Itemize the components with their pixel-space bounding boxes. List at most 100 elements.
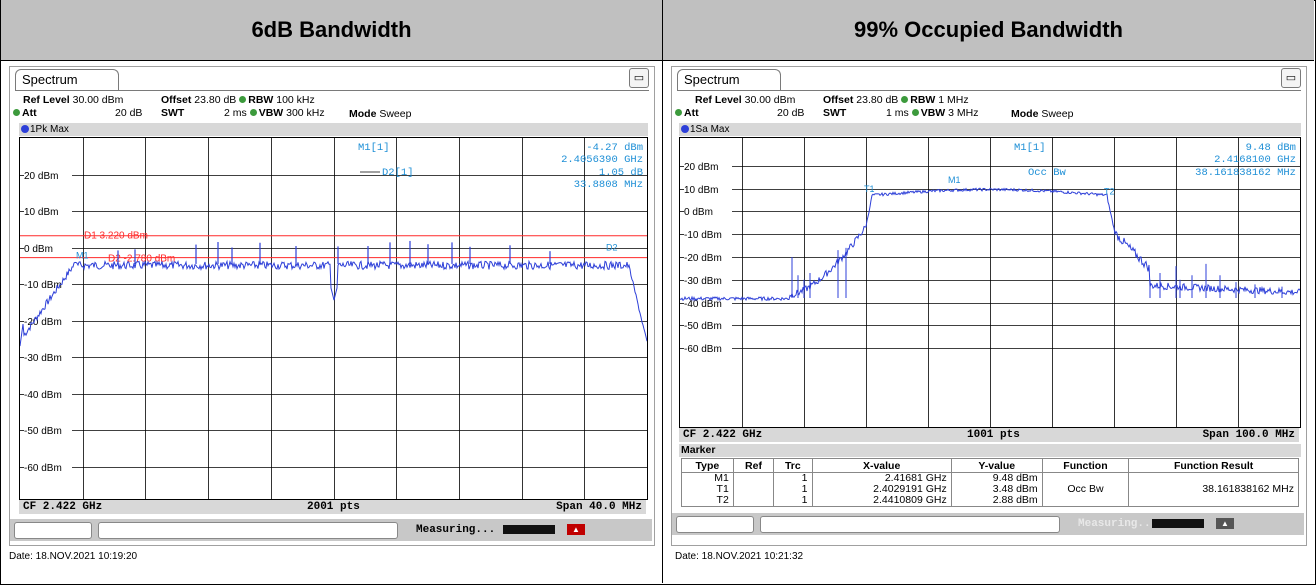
- marker-table-cell: 2.88 dBm: [950, 495, 1043, 507]
- right-ytick-label: 10 dBm: [684, 185, 718, 196]
- left-overload-icon: ▲: [567, 524, 585, 535]
- right-swt: SWT: [823, 107, 847, 119]
- right-status-field-2: [760, 516, 1060, 533]
- right-occbw-value: 38.161838162 MHz: [1195, 167, 1296, 179]
- left-d2-readout-label: D2[1]: [382, 167, 414, 179]
- left-ytick-label: 0 dBm: [24, 244, 53, 255]
- right-t1-marker: T1: [864, 184, 875, 194]
- left-analyzer-panel: Spectrum ▭ Ref Level 30.00 dBm Offset 23…: [9, 61, 655, 583]
- left-span: Span 40.0 MHz: [556, 501, 642, 513]
- left-status-field-2: [98, 522, 398, 539]
- right-ytick-label: -30 dBm: [684, 276, 722, 287]
- right-ytick-label: -10 dBm: [684, 230, 722, 241]
- left-tab-underline: [15, 90, 649, 91]
- right-status-field-1: [676, 516, 754, 533]
- right-spectrum-plot[interactable]: 20 dBm 10 dBm 0 dBm -10 dBm -20 dBm -30 dBm -4…: [679, 137, 1301, 428]
- marker-table-cell: [732, 472, 775, 484]
- left-status-bar: Measuring... ▲: [10, 519, 652, 541]
- marker-table-cell: 2.4410809 GHz: [811, 495, 952, 507]
- marker-table-cell: Occ Bw: [1041, 484, 1130, 495]
- marker-table-title: Marker: [679, 444, 1301, 457]
- left-trace: [20, 259, 647, 347]
- right-m1-marker: M1: [948, 175, 961, 185]
- left-mode: Mode Sweep: [349, 108, 412, 120]
- right-swt-vbw: 1 ms VBW 3 MHz: [886, 107, 979, 119]
- marker-table-cell: 9.48 dBm: [950, 472, 1043, 484]
- marker-table-header: Y-value: [950, 458, 1043, 473]
- left-center-frequency: CF 2.422 GHz: [23, 501, 103, 513]
- left-date: Date: 18.NOV.2021 10:19:20: [9, 551, 138, 562]
- column-divider: [662, 0, 663, 583]
- left-m1-level: -4.27 dBm: [586, 142, 643, 154]
- left-footer: CF 2.422 GHz 2001 pts Span 40.0 MHz: [19, 499, 646, 514]
- left-ytick-label: 20 dBm: [24, 171, 58, 182]
- left-d2-level: 1.05 dB: [599, 167, 643, 179]
- right-ytick-label: 0 dBm: [684, 207, 713, 218]
- right-t2-marker: T2: [1104, 186, 1115, 196]
- left-ytick-label: -10 dBm: [24, 280, 62, 291]
- right-overload-icon: ▲: [1216, 518, 1234, 529]
- marker-table-cell: [1128, 472, 1299, 484]
- left-att-value: 20 dB: [115, 107, 143, 119]
- marker-table-header: Ref: [732, 458, 775, 473]
- marker-table-cell: [1041, 495, 1130, 507]
- left-measuring-text: Measuring...: [416, 524, 496, 536]
- left-ytick-label: -30 dBm: [24, 353, 62, 364]
- left-ref-level: Ref Level 30.00 dBm: [23, 94, 124, 106]
- marker-table-cell: [1128, 495, 1299, 507]
- marker-table-row: T2 1 2.4410809 GHz 2.88 dBm: [681, 495, 1299, 507]
- left-ytick-label: -20 dBm: [24, 317, 62, 328]
- left-d2-marker: D2: [606, 242, 618, 252]
- right-ytick-label: -50 dBm: [684, 321, 722, 332]
- left-att: Att: [13, 107, 37, 119]
- marker-table: Marker Type Ref Trc X-value Y-value Function F…: [679, 444, 1301, 512]
- left-d2-label: D2 -2.780 dBm: [108, 254, 175, 265]
- left-settings-icon[interactable]: ▭: [629, 68, 649, 88]
- right-ytick-label: -60 dBm: [684, 344, 722, 355]
- right-center-frequency: CF 2.422 GHz: [683, 429, 763, 441]
- right-att: Att: [675, 107, 699, 119]
- left-spectrum-tab[interactable]: Spectrum: [15, 69, 119, 90]
- marker-table-cell: [732, 495, 775, 507]
- marker-table-cell: 1: [773, 484, 813, 495]
- left-progress-bar: [503, 525, 555, 534]
- right-header: 99% Occupied Bandwidth: [663, 0, 1314, 61]
- right-m1-frequency: 2.4168100 GHz: [1214, 154, 1296, 166]
- left-swt: SWT: [161, 107, 185, 119]
- marker-table-row: T1 1 2.4029191 GHz 3.48 dBm Occ Bw 38.1618381…: [681, 484, 1299, 495]
- marker-table-header: Trc: [773, 458, 813, 473]
- right-spectrum-tab[interactable]: Spectrum: [677, 69, 781, 90]
- right-occbw-label: Occ Bw: [1028, 167, 1067, 179]
- right-m1-label: M1[1]: [1014, 142, 1046, 154]
- left-spectrum-plot[interactable]: 20 dBm 10 dBm 0 dBm -10 dBm -20 dBm -30 dBm -4…: [19, 137, 648, 500]
- marker-table-cell: 1: [773, 472, 813, 484]
- right-ytick-label: -40 dBm: [684, 299, 722, 310]
- right-status-bar: Measuring... ▲: [672, 513, 1304, 535]
- right-tab-underline: [677, 90, 1301, 91]
- right-footer: CF 2.422 GHz 1001 pts Span 100.0 MHz: [679, 427, 1299, 442]
- left-swt-vbw: 2 ms VBW 300 kHz: [224, 107, 325, 119]
- marker-table-grid: Type Ref Trc X-value Y-value Function Function…: [681, 458, 1299, 507]
- right-att-value: 20 dB: [777, 107, 805, 119]
- right-analyzer-panel: Spectrum ▭ Ref Level 30.00 dBm Offset 23…: [671, 61, 1307, 583]
- right-ref-level: Ref Level 30.00 dBm: [695, 94, 796, 106]
- marker-table-cell: T2: [681, 495, 734, 507]
- right-ytick-label: -20 dBm: [684, 253, 722, 264]
- right-ytick-label: 20 dBm: [684, 162, 718, 173]
- left-m1-frequency: 2.4056390 GHz: [561, 154, 643, 166]
- right-settings-icon[interactable]: ▭: [1281, 68, 1301, 88]
- marker-table-cell: 2.4029191 GHz: [811, 484, 952, 495]
- left-m1-label: M1[1]: [358, 142, 390, 154]
- right-offset: Offset 23.80 dB RBW 1 MHz: [823, 94, 969, 106]
- left-d1-label: D1 3.220 dBm: [84, 231, 148, 242]
- left-d2-frequency: 33.8808 MHz: [574, 179, 643, 191]
- marker-table-header: Type: [681, 458, 734, 473]
- marker-table-row: M1 1 2.41681 GHz 9.48 dBm: [681, 472, 1299, 484]
- right-mode: Mode Sweep: [1011, 108, 1074, 120]
- right-trace-label: 1Sa Max: [679, 123, 1301, 136]
- left-header: 6dB Bandwidth: [1, 0, 662, 61]
- left-trace-label: 1Pk Max: [19, 123, 648, 136]
- left-ytick-label: 10 dBm: [24, 207, 58, 218]
- marker-table-header: Function Result: [1128, 458, 1299, 473]
- left-points: 2001 pts: [307, 501, 360, 513]
